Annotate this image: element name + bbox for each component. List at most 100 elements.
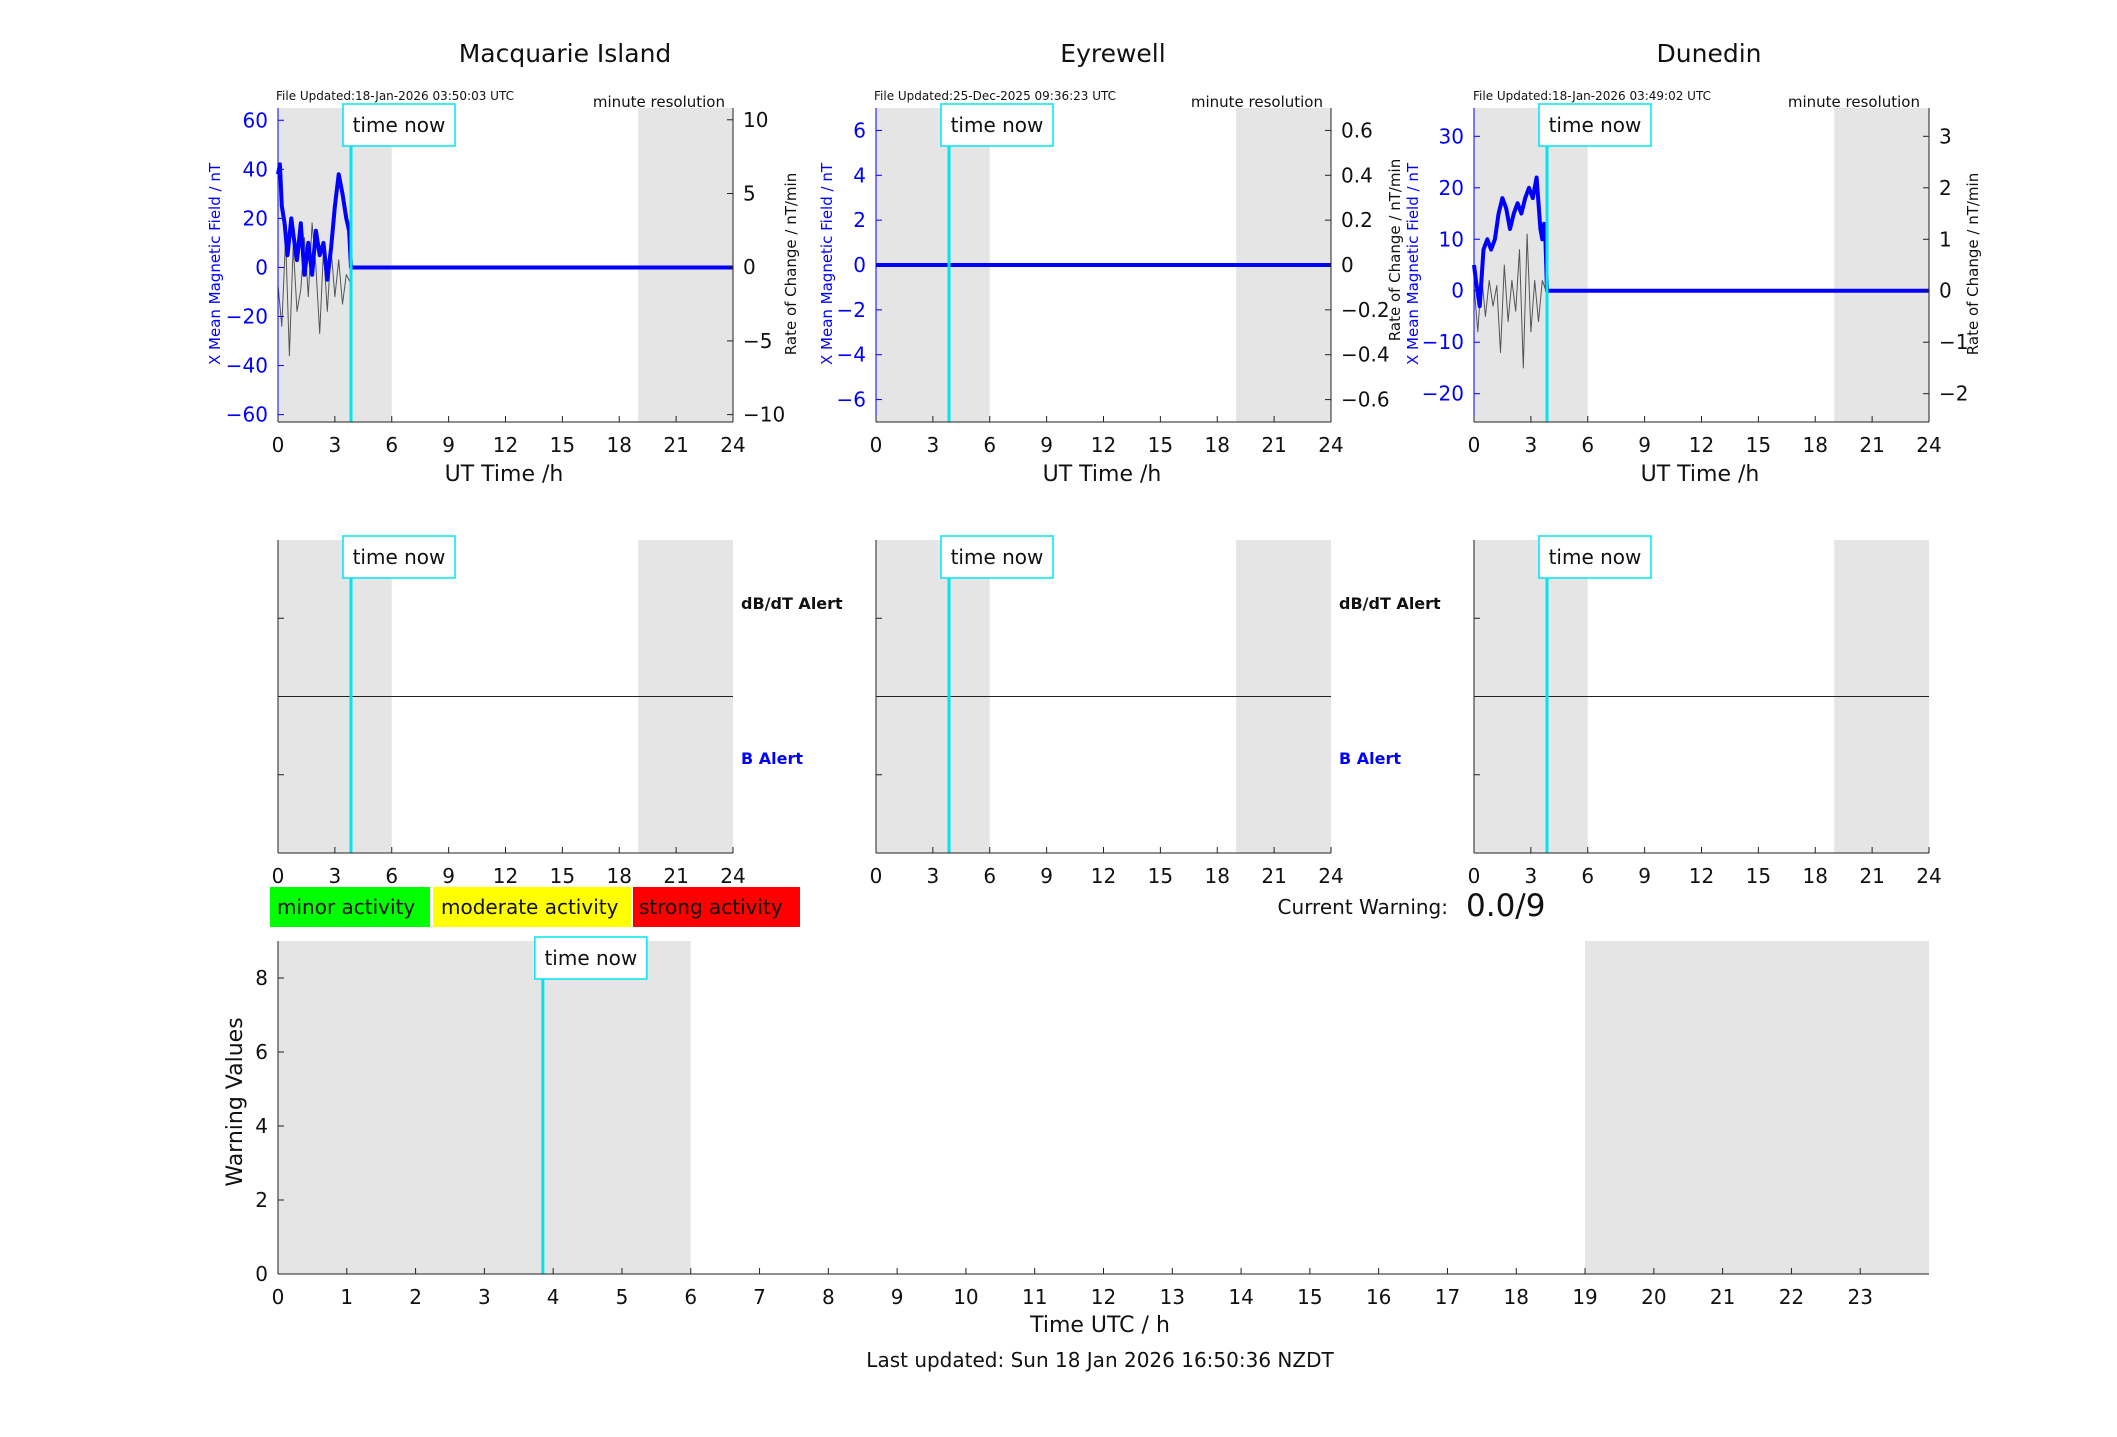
x-tick-label-alert-0-6: 6	[385, 864, 398, 888]
y-tick-label-2-20: 20	[1439, 176, 1464, 200]
x-tick-label-warning-3: 3	[478, 1285, 491, 1309]
warning-y-tick-label-0: 0	[255, 1262, 268, 1286]
y2-tick-label-0--10: −10	[743, 403, 785, 427]
ylabel-rate-dunedin: Rate of Change / nT/min	[1964, 173, 1982, 355]
y2-tick-label-1-0.4: 0.4	[1341, 163, 1373, 187]
y-tick-label-0--60: −60	[226, 403, 268, 427]
time-now-box-alert-2	[1538, 535, 1652, 579]
x-tick-label-alert-2-3: 3	[1525, 864, 1538, 888]
rate-series-2	[1473, 233, 1547, 369]
x-tick-label-warning-8: 8	[822, 1285, 835, 1309]
time-now-label-alert-0: time now	[353, 545, 446, 569]
legend-strong-label: strong activity	[639, 895, 783, 919]
y-tick-label-2-0: 0	[1451, 279, 1464, 303]
x-tick-label-top-2-3: 3	[1525, 433, 1538, 457]
y-tick-label-0-20: 20	[243, 206, 268, 230]
x-tick-label-alert-0-15: 15	[550, 864, 575, 888]
x-tick-label-top-1-24: 24	[1318, 433, 1343, 457]
x-tick-label-warning-15: 15	[1297, 1285, 1322, 1309]
y2-tick-label-2--1: −1	[1939, 330, 1968, 354]
x-tick-label-top-1-0: 0	[870, 433, 883, 457]
warning-y-tick-label-6: 6	[255, 1040, 268, 1064]
time-now-label-top-2: time now	[1549, 113, 1642, 137]
x-tick-label-alert-1-15: 15	[1148, 864, 1173, 888]
x-tick-label-alert-1-3: 3	[927, 864, 940, 888]
x-tick-label-alert-2-21: 21	[1859, 864, 1884, 888]
y-tick-label-0-40: 40	[243, 157, 268, 181]
x-tick-label-alert-0-21: 21	[663, 864, 688, 888]
warning-y-tick-label-4: 4	[255, 1114, 268, 1138]
time-now-box-alert-1	[940, 535, 1054, 579]
time-now-label-alert-1: time now	[951, 545, 1044, 569]
station-title-eyrewell: Eyrewell	[1060, 39, 1165, 68]
y-tick-label-1--4: −4	[837, 343, 866, 367]
night-shade-2-0	[1474, 108, 1588, 422]
x-tick-label-alert-1-24: 24	[1318, 864, 1343, 888]
x-tick-label-alert-1-0: 0	[870, 864, 883, 888]
y2-tick-label-2-3: 3	[1939, 124, 1952, 148]
night-shade-0-0	[278, 108, 392, 422]
x-tick-label-warning-20: 20	[1641, 1285, 1666, 1309]
x-tick-label-alert-0-12: 12	[493, 864, 518, 888]
y-tick-label-0--20: −20	[226, 305, 268, 329]
x-tick-label-warning-7: 7	[753, 1285, 766, 1309]
y-tick-label-2--10: −10	[1422, 330, 1464, 354]
x-tick-label-warning-9: 9	[891, 1285, 904, 1309]
file-updated-dunedin: File Updated:18-Jan-2026 03:49:02 UTC	[1473, 89, 1711, 103]
data-layer	[276, 108, 1929, 1274]
x-tick-label-alert-1-9: 9	[1040, 864, 1053, 888]
time-now-box-warning	[534, 936, 648, 980]
y-tick-label-1-4: 4	[853, 163, 866, 187]
y2-tick-label-2--2: −2	[1939, 382, 1968, 406]
x-tick-label-top-0-15: 15	[550, 433, 575, 457]
field-series-2	[1472, 175, 1929, 309]
x-tick-label-warning-11: 11	[1022, 1285, 1047, 1309]
y2-tick-label-1--0.2: −0.2	[1341, 298, 1390, 322]
x-tick-label-alert-2-12: 12	[1689, 864, 1714, 888]
x-tick-label-alert-0-24: 24	[720, 864, 745, 888]
y-tick-label-1-2: 2	[853, 208, 866, 232]
current-warning-value: 0.0/9	[1466, 888, 1545, 924]
y-tick-label-0-0: 0	[255, 255, 268, 279]
x-tick-label-top-0-6: 6	[385, 433, 398, 457]
ylabel-rate-eyrewell: Rate of Change / nT/min	[1386, 159, 1404, 341]
y2-tick-label-1--0.4: −0.4	[1341, 343, 1390, 367]
x-tick-label-alert-0-9: 9	[442, 864, 455, 888]
y-tick-label-0-60: 60	[243, 108, 268, 132]
y2-tick-label-2-0: 0	[1939, 279, 1952, 303]
x-tick-label-warning-21: 21	[1710, 1285, 1735, 1309]
ylabel-field-dunedin: X Mean Magnetic Field / nT	[1404, 162, 1422, 365]
x-tick-label-alert-2-24: 24	[1916, 864, 1941, 888]
time-now-label-top-0: time now	[353, 113, 446, 137]
minute-resolution-macquarie: minute resolution	[593, 93, 725, 111]
y2-tick-label-1-0: 0	[1341, 253, 1354, 277]
x-tick-label-top-1-18: 18	[1205, 433, 1230, 457]
ylabel-field-eyrewell: X Mean Magnetic Field / nT	[818, 162, 836, 365]
x-tick-label-warning-1: 1	[340, 1285, 353, 1309]
night-shade-warning-1	[1585, 941, 1929, 1274]
warning-xlabel: Time UTC / h	[1029, 1313, 1170, 1338]
time-now-box-alert-0	[342, 535, 456, 579]
x-tick-label-warning-2: 2	[409, 1285, 422, 1309]
x-tick-label-alert-1-18: 18	[1205, 864, 1230, 888]
last-updated-text: Last updated: Sun 18 Jan 2026 16:50:36 N…	[866, 1348, 1334, 1372]
x-tick-label-top-2-12: 12	[1689, 433, 1714, 457]
station-title-macquarie: Macquarie Island	[459, 39, 672, 68]
time-now-label-top-1: time now	[951, 113, 1044, 137]
y2-tick-label-0-10: 10	[743, 108, 768, 132]
x-tick-label-warning-19: 19	[1572, 1285, 1597, 1309]
time-now-callouts: time now time now time now time now time now…	[342, 103, 1652, 980]
x-tick-label-warning-5: 5	[616, 1285, 629, 1309]
x-tick-label-warning-12: 12	[1091, 1285, 1116, 1309]
xlabel-ut-eyrewell: UT Time /h	[1043, 462, 1162, 487]
y2-tick-label-2-1: 1	[1939, 227, 1952, 251]
y-tick-label-1--6: −6	[837, 388, 866, 412]
current-warning-label: Current Warning:	[1278, 895, 1448, 919]
x-tick-label-alert-2-15: 15	[1746, 864, 1771, 888]
y2-tick-label-1--0.6: −0.6	[1341, 388, 1390, 412]
y-tick-label-2-10: 10	[1439, 227, 1464, 251]
x-tick-label-top-0-12: 12	[493, 433, 518, 457]
night-shade-0-1	[638, 108, 733, 422]
x-tick-label-alert-0-0: 0	[272, 864, 285, 888]
